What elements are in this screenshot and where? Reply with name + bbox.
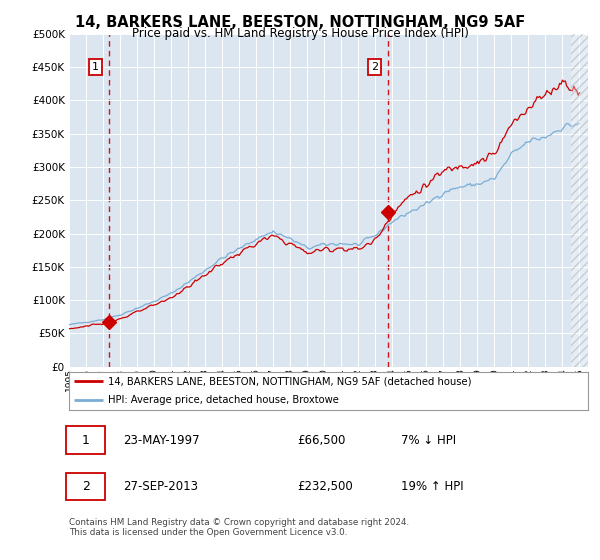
- Text: 19% ↑ HPI: 19% ↑ HPI: [401, 480, 464, 493]
- Text: 2: 2: [371, 62, 378, 72]
- Text: £232,500: £232,500: [298, 480, 353, 493]
- Text: 7% ↓ HPI: 7% ↓ HPI: [401, 434, 456, 447]
- Text: 1: 1: [92, 62, 99, 72]
- Bar: [571, 34, 588, 367]
- Text: 2: 2: [82, 480, 89, 493]
- Text: Price paid vs. HM Land Registry's House Price Index (HPI): Price paid vs. HM Land Registry's House …: [131, 27, 469, 40]
- Text: 14, BARKERS LANE, BEESTON, NOTTINGHAM, NG9 5AF (detached house): 14, BARKERS LANE, BEESTON, NOTTINGHAM, N…: [108, 376, 472, 386]
- Text: 1: 1: [82, 434, 89, 447]
- FancyBboxPatch shape: [67, 427, 106, 454]
- FancyBboxPatch shape: [67, 473, 106, 501]
- Text: £66,500: £66,500: [298, 434, 346, 447]
- Text: 27-SEP-2013: 27-SEP-2013: [124, 480, 199, 493]
- Text: HPI: Average price, detached house, Broxtowe: HPI: Average price, detached house, Brox…: [108, 395, 339, 405]
- Text: Contains HM Land Registry data © Crown copyright and database right 2024.
This d: Contains HM Land Registry data © Crown c…: [69, 518, 409, 538]
- Text: 14, BARKERS LANE, BEESTON, NOTTINGHAM, NG9 5AF: 14, BARKERS LANE, BEESTON, NOTTINGHAM, N…: [75, 15, 525, 30]
- Text: 23-MAY-1997: 23-MAY-1997: [124, 434, 200, 447]
